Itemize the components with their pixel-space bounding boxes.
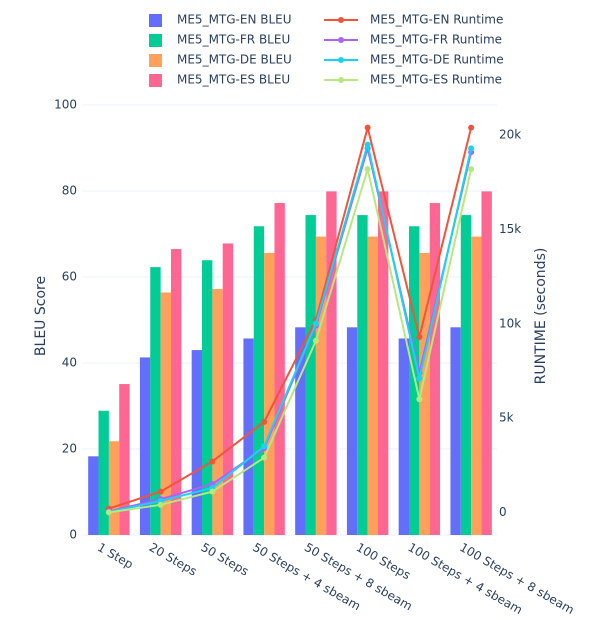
legend-marker	[338, 57, 344, 63]
legend-swatch	[149, 14, 162, 27]
line-point	[261, 418, 268, 425]
line-point	[468, 166, 475, 173]
bar	[346, 327, 358, 535]
y-tick-label: 100	[54, 98, 77, 112]
bar	[367, 236, 378, 535]
legend-swatch	[149, 74, 162, 87]
line-point	[157, 501, 164, 508]
bar	[274, 203, 285, 536]
legend-label: ME5_MTG-ES Runtime	[370, 73, 502, 87]
line-point	[312, 337, 319, 344]
line-point	[261, 454, 268, 461]
bar	[170, 249, 182, 536]
series-line	[108, 165, 473, 514]
bar	[191, 350, 203, 535]
bar	[253, 226, 265, 535]
x-tick-label: 20 Steps	[147, 540, 200, 578]
line-point	[468, 145, 475, 152]
legend-label: ME5_MTG-DE BLEU	[177, 53, 292, 67]
bar	[419, 252, 430, 536]
y-tick-label: 40	[62, 356, 77, 370]
y-tick-label: 20	[62, 442, 77, 456]
legend-label: ME5_MTG-EN Runtime	[370, 13, 503, 27]
right-axis-ticks: 0 5k 10k 15k 20k	[499, 128, 521, 519]
y-tick-label: 60	[62, 270, 77, 284]
bar	[202, 260, 213, 535]
bar-series	[88, 191, 492, 536]
bar	[357, 215, 368, 535]
legend-marker	[338, 77, 344, 83]
bar	[264, 252, 275, 536]
y2-axis-title: RUNTIME (seconds)	[533, 248, 549, 385]
line-point	[209, 488, 216, 495]
legend-label: ME5_MTG-FR BLEU	[177, 33, 290, 47]
bar	[119, 384, 130, 535]
line-point	[364, 124, 371, 131]
bar	[295, 327, 306, 535]
bar	[88, 456, 99, 535]
y2-tick-label: 10k	[499, 316, 521, 330]
legend-label: ME5_MTG-DE Runtime	[370, 53, 504, 67]
y2-tick-label: 15k	[499, 222, 521, 236]
legend-marker	[338, 17, 344, 23]
bar	[377, 191, 389, 535]
legend-marker	[338, 37, 344, 43]
y-tick-label: 0	[69, 528, 77, 542]
bar	[429, 203, 441, 536]
y2-tick-label: 5k	[499, 411, 514, 425]
series-line	[108, 127, 473, 510]
bar	[305, 215, 316, 535]
y2-tick-label: 0	[499, 505, 507, 519]
line-point	[312, 320, 319, 327]
series-line	[108, 144, 473, 513]
bar	[243, 338, 254, 535]
y-tick-label: 80	[62, 184, 77, 198]
bar	[481, 191, 492, 535]
x-tick-label: 1 Step	[95, 540, 136, 572]
line-series	[105, 124, 475, 516]
bar	[212, 289, 223, 535]
bar	[398, 338, 410, 535]
y2-tick-label: 20k	[499, 128, 521, 142]
bar	[98, 410, 109, 535]
bar	[222, 243, 234, 535]
line-point	[209, 458, 216, 465]
bar	[160, 292, 171, 535]
legend-swatch	[149, 54, 162, 67]
bar	[460, 215, 472, 535]
line-point	[157, 488, 164, 495]
line-point	[364, 141, 371, 148]
line-point	[416, 333, 423, 340]
bar	[450, 327, 461, 535]
legend-label: ME5_MTG-ES BLEU	[177, 73, 290, 87]
legend: ME5_MTG-EN BLEU ME5_MTG-FR BLEU ME5_MTG-DE…	[149, 13, 504, 87]
bar	[471, 236, 482, 535]
line-point	[364, 166, 371, 173]
y-axis-title: BLEU Score	[33, 276, 49, 356]
line-point	[261, 443, 268, 450]
bar	[150, 267, 161, 535]
x-tick-label: 50 Steps	[198, 540, 251, 578]
legend-swatch	[149, 34, 162, 47]
legend-label: ME5_MTG-FR Runtime	[370, 33, 502, 47]
left-axis-ticks: 0 20 40 60 80 100	[54, 98, 77, 542]
line-point	[105, 509, 112, 516]
legend-label: ME5_MTG-EN BLEU	[177, 13, 292, 27]
bar	[108, 441, 120, 535]
bar	[315, 236, 327, 535]
line-point	[468, 124, 475, 131]
x-axis-ticks: 1 Step 20 Steps 50 Steps 50 Steps + 4 sbeam…	[95, 540, 577, 617]
bar	[139, 357, 151, 535]
line-point	[416, 375, 423, 382]
line-point	[416, 396, 423, 403]
bar	[326, 191, 337, 535]
